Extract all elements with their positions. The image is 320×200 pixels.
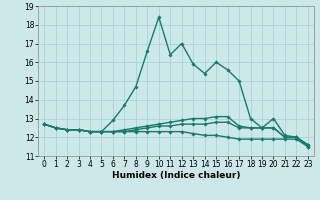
X-axis label: Humidex (Indice chaleur): Humidex (Indice chaleur) <box>112 171 240 180</box>
